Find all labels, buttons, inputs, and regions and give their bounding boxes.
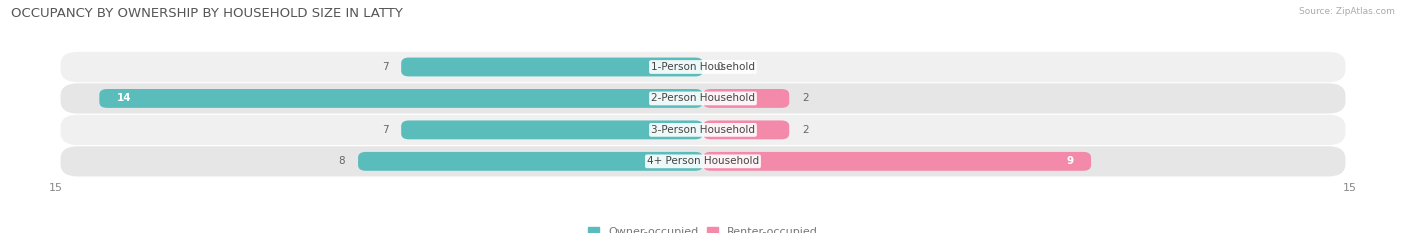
FancyBboxPatch shape	[703, 89, 789, 108]
Text: 1-Person Household: 1-Person Household	[651, 62, 755, 72]
FancyBboxPatch shape	[60, 115, 1346, 145]
Text: 2: 2	[803, 125, 808, 135]
FancyBboxPatch shape	[60, 146, 1346, 176]
FancyBboxPatch shape	[60, 83, 1346, 113]
Text: 2: 2	[803, 93, 808, 103]
FancyBboxPatch shape	[703, 120, 789, 139]
Text: 7: 7	[381, 125, 388, 135]
Text: 8: 8	[339, 156, 344, 166]
Text: 14: 14	[117, 93, 131, 103]
FancyBboxPatch shape	[401, 58, 703, 76]
Text: 7: 7	[381, 62, 388, 72]
Text: 9: 9	[1067, 156, 1074, 166]
FancyBboxPatch shape	[100, 89, 703, 108]
Text: 3-Person Household: 3-Person Household	[651, 125, 755, 135]
FancyBboxPatch shape	[359, 152, 703, 171]
Text: OCCUPANCY BY OWNERSHIP BY HOUSEHOLD SIZE IN LATTY: OCCUPANCY BY OWNERSHIP BY HOUSEHOLD SIZE…	[11, 7, 404, 20]
FancyBboxPatch shape	[60, 52, 1346, 82]
Legend: Owner-occupied, Renter-occupied: Owner-occupied, Renter-occupied	[588, 227, 818, 233]
FancyBboxPatch shape	[703, 152, 1091, 171]
Text: Source: ZipAtlas.com: Source: ZipAtlas.com	[1299, 7, 1395, 16]
Text: 2-Person Household: 2-Person Household	[651, 93, 755, 103]
FancyBboxPatch shape	[401, 120, 703, 139]
Text: 0: 0	[716, 62, 723, 72]
Text: 4+ Person Household: 4+ Person Household	[647, 156, 759, 166]
